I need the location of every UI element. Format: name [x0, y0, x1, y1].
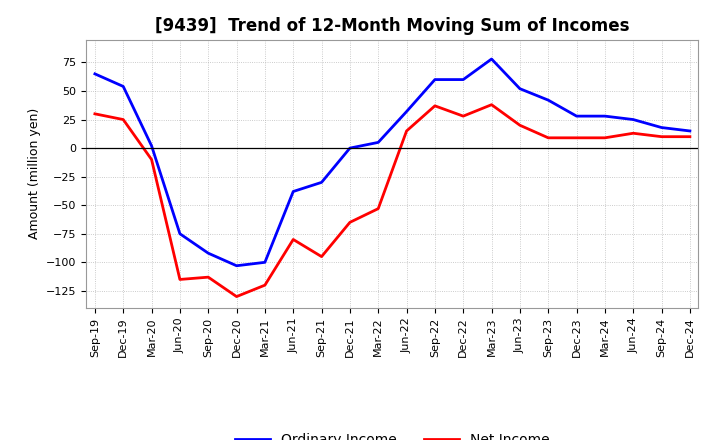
- Ordinary Income: [289, 189, 297, 194]
- Ordinary Income: [374, 140, 382, 145]
- Ordinary Income: [318, 180, 326, 185]
- Ordinary Income: [346, 146, 354, 151]
- Net Income: [657, 134, 666, 139]
- Ordinary Income: [204, 250, 212, 256]
- Net Income: [431, 103, 439, 109]
- Net Income: [233, 294, 241, 299]
- Ordinary Income: [544, 98, 552, 103]
- Net Income: [487, 102, 496, 107]
- Ordinary Income: [629, 117, 637, 122]
- Ordinary Income: [516, 86, 524, 92]
- Net Income: [346, 220, 354, 225]
- Legend: Ordinary Income, Net Income: Ordinary Income, Net Income: [230, 428, 555, 440]
- Ordinary Income: [657, 125, 666, 130]
- Ordinary Income: [600, 114, 609, 119]
- Net Income: [176, 277, 184, 282]
- Net Income: [459, 114, 467, 119]
- Title: [9439]  Trend of 12-Month Moving Sum of Incomes: [9439] Trend of 12-Month Moving Sum of I…: [155, 17, 630, 35]
- Net Income: [91, 111, 99, 117]
- Net Income: [402, 128, 411, 134]
- Ordinary Income: [572, 114, 581, 119]
- Ordinary Income: [402, 109, 411, 114]
- Net Income: [516, 123, 524, 128]
- Ordinary Income: [91, 71, 99, 77]
- Line: Net Income: Net Income: [95, 105, 690, 297]
- Net Income: [119, 117, 127, 122]
- Net Income: [204, 275, 212, 280]
- Ordinary Income: [176, 231, 184, 236]
- Net Income: [318, 254, 326, 259]
- Ordinary Income: [148, 143, 156, 148]
- Line: Ordinary Income: Ordinary Income: [95, 59, 690, 266]
- Ordinary Income: [431, 77, 439, 82]
- Ordinary Income: [685, 128, 694, 134]
- Ordinary Income: [487, 56, 496, 62]
- Net Income: [261, 282, 269, 288]
- Net Income: [685, 134, 694, 139]
- Ordinary Income: [233, 263, 241, 268]
- Net Income: [544, 135, 552, 140]
- Net Income: [600, 135, 609, 140]
- Net Income: [289, 237, 297, 242]
- Ordinary Income: [261, 260, 269, 265]
- Y-axis label: Amount (million yen): Amount (million yen): [27, 108, 40, 239]
- Net Income: [629, 131, 637, 136]
- Net Income: [572, 135, 581, 140]
- Ordinary Income: [459, 77, 467, 82]
- Ordinary Income: [119, 84, 127, 89]
- Net Income: [374, 206, 382, 211]
- Net Income: [148, 157, 156, 162]
